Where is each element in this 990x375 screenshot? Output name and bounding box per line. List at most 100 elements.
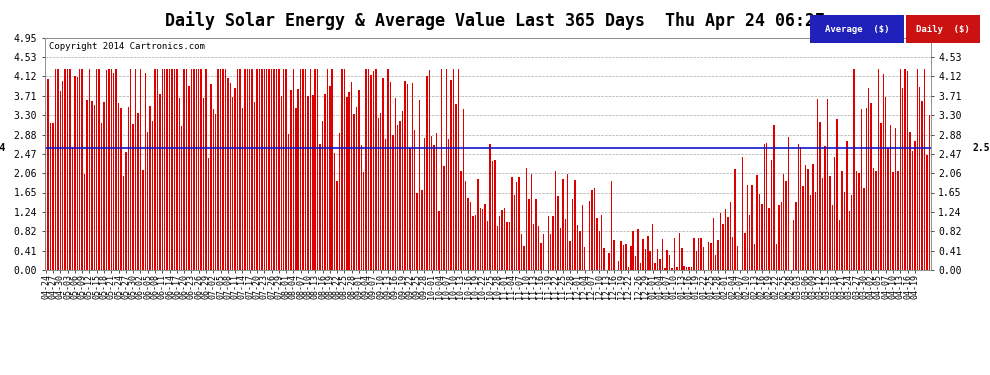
- Bar: [649, 251, 651, 270]
- Bar: [133, 124, 134, 270]
- Bar: [671, 268, 673, 270]
- Bar: [696, 251, 697, 270]
- Bar: [723, 224, 724, 270]
- Bar: [407, 84, 408, 270]
- Bar: [870, 103, 872, 270]
- Bar: [703, 247, 704, 270]
- Bar: [69, 69, 70, 270]
- Bar: [482, 209, 483, 270]
- Bar: [147, 132, 148, 270]
- Bar: [64, 69, 66, 270]
- Bar: [409, 148, 411, 270]
- Bar: [601, 215, 602, 270]
- Bar: [669, 255, 670, 270]
- Bar: [720, 213, 722, 270]
- Bar: [300, 69, 301, 270]
- Bar: [161, 69, 163, 270]
- Bar: [538, 226, 540, 270]
- Bar: [858, 172, 859, 270]
- Bar: [385, 139, 386, 270]
- Bar: [74, 76, 75, 270]
- Bar: [196, 69, 197, 270]
- Bar: [128, 107, 129, 270]
- Bar: [897, 171, 899, 270]
- Bar: [793, 220, 794, 270]
- Bar: [353, 114, 354, 270]
- Bar: [186, 69, 187, 270]
- Bar: [247, 69, 248, 270]
- Bar: [382, 78, 384, 270]
- Bar: [516, 182, 518, 270]
- Bar: [638, 230, 639, 270]
- Bar: [225, 69, 226, 270]
- Text: Copyright 2014 Cartronics.com: Copyright 2014 Cartronics.com: [49, 42, 205, 51]
- Bar: [431, 136, 433, 270]
- Bar: [271, 69, 272, 270]
- Bar: [89, 69, 90, 270]
- Bar: [365, 69, 367, 270]
- Bar: [618, 261, 620, 270]
- Bar: [917, 69, 918, 270]
- Bar: [584, 247, 585, 270]
- Bar: [171, 69, 172, 270]
- Bar: [324, 94, 326, 270]
- Bar: [499, 216, 500, 270]
- Bar: [822, 178, 824, 270]
- Bar: [715, 255, 717, 270]
- Bar: [882, 74, 884, 270]
- Text: Daily  ($): Daily ($): [916, 25, 970, 34]
- Bar: [851, 195, 852, 270]
- Bar: [718, 240, 719, 270]
- Bar: [173, 69, 175, 270]
- Bar: [922, 102, 923, 270]
- Bar: [307, 96, 309, 270]
- Bar: [666, 250, 668, 270]
- Bar: [640, 262, 642, 270]
- Bar: [253, 102, 255, 270]
- Bar: [691, 267, 692, 270]
- Bar: [397, 125, 399, 270]
- Bar: [900, 69, 901, 270]
- Text: 2.594: 2.594: [0, 143, 6, 153]
- Bar: [492, 161, 493, 270]
- Bar: [924, 69, 926, 270]
- Text: Average  ($): Average ($): [825, 25, 889, 34]
- Bar: [441, 69, 443, 270]
- Bar: [713, 218, 714, 270]
- Bar: [181, 126, 182, 270]
- Bar: [919, 87, 921, 270]
- Bar: [429, 69, 430, 270]
- Bar: [54, 69, 56, 270]
- Bar: [57, 69, 58, 270]
- Bar: [302, 69, 304, 270]
- Bar: [470, 202, 471, 270]
- Bar: [230, 83, 231, 270]
- Bar: [360, 145, 362, 270]
- Bar: [497, 226, 498, 270]
- Bar: [337, 181, 338, 270]
- Bar: [419, 100, 421, 270]
- Bar: [554, 171, 556, 270]
- Bar: [783, 174, 784, 270]
- Bar: [465, 182, 466, 270]
- Bar: [773, 126, 775, 270]
- Bar: [67, 69, 68, 270]
- Bar: [84, 174, 85, 270]
- Bar: [220, 69, 222, 270]
- Text: Daily Solar Energy & Average Value Last 365 Days  Thu Apr 24 06:27: Daily Solar Energy & Average Value Last …: [165, 11, 825, 30]
- Text: 2.594: 2.594: [972, 143, 990, 153]
- Bar: [176, 69, 177, 270]
- Bar: [533, 224, 535, 270]
- Bar: [613, 240, 615, 270]
- Bar: [417, 192, 418, 270]
- Bar: [218, 69, 219, 270]
- Bar: [198, 69, 199, 270]
- Bar: [596, 218, 598, 270]
- Bar: [735, 169, 736, 270]
- Bar: [86, 100, 88, 270]
- Bar: [837, 118, 838, 270]
- Bar: [348, 92, 349, 270]
- Bar: [701, 238, 702, 270]
- Bar: [94, 105, 95, 270]
- Bar: [652, 224, 653, 270]
